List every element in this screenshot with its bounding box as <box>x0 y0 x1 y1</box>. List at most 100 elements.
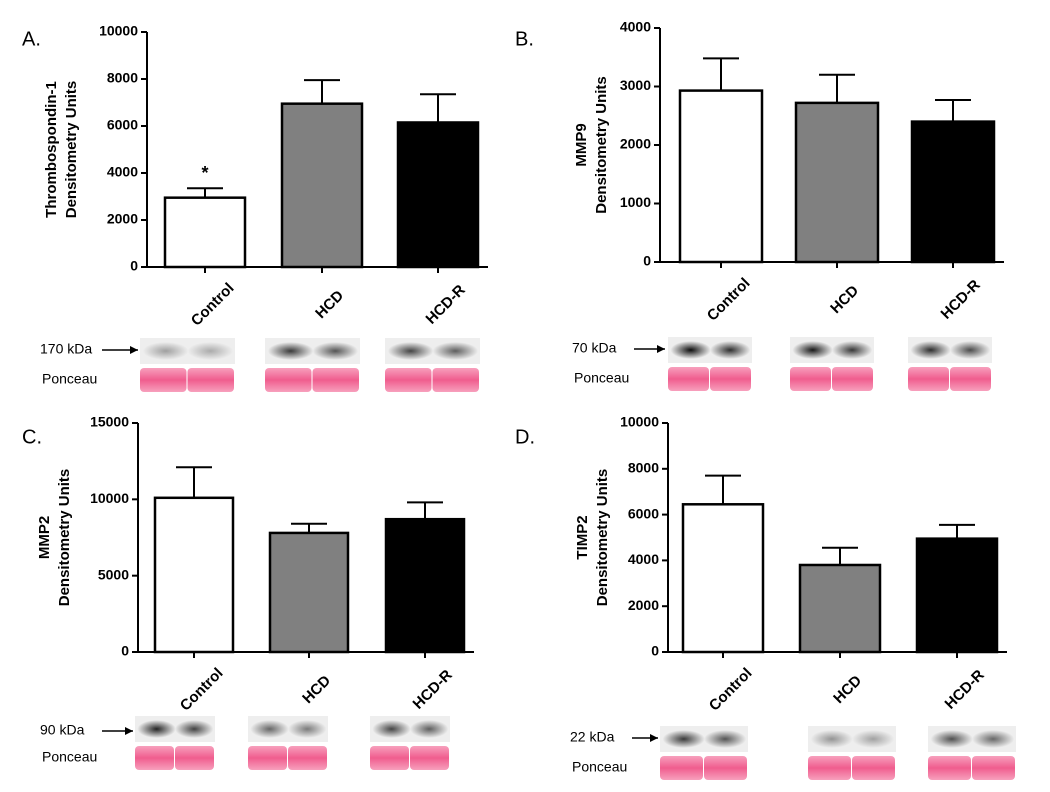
ponceau-lane <box>908 367 949 391</box>
bar <box>681 503 765 654</box>
blot-marker-label: 170 kDa <box>40 341 92 357</box>
blot-band <box>267 342 314 360</box>
blot-band <box>810 730 853 748</box>
ponceau-lane <box>370 746 409 770</box>
ponceau-lane <box>852 756 895 780</box>
ponceau-lane <box>312 368 359 392</box>
blot-arrowhead <box>125 727 133 735</box>
ponceau-lane <box>972 756 1015 780</box>
ponceau-lane <box>265 368 312 392</box>
bar <box>910 120 996 264</box>
y-tick-label: 15000 <box>90 414 129 430</box>
y-tick-label: 10000 <box>620 414 659 430</box>
panel-label: D. <box>515 426 535 448</box>
loading-label: Ponceau <box>42 749 97 765</box>
x-tick-label: Control <box>704 275 754 325</box>
blot-band <box>187 342 234 360</box>
blot-band <box>704 730 747 748</box>
y-tick-label: 10000 <box>90 490 129 506</box>
bar <box>915 537 999 654</box>
blot-band <box>137 720 176 738</box>
ponceau-lane <box>832 367 873 391</box>
blot-band <box>792 341 833 359</box>
x-tick-label: HCD <box>312 287 347 322</box>
blot-band <box>142 342 189 360</box>
ponceau-lane <box>710 367 751 391</box>
blot-band <box>710 341 751 359</box>
x-tick-label: Control <box>188 280 238 330</box>
panel-label: A. <box>22 28 41 50</box>
blot-band <box>432 342 479 360</box>
blot-band <box>930 730 973 748</box>
ponceau-lane <box>140 368 187 392</box>
blot-arrowhead <box>130 346 138 354</box>
y-tick-label: 8000 <box>628 460 659 476</box>
y-tick-label: 4000 <box>620 19 651 35</box>
x-tick-label: Control <box>706 665 756 715</box>
y-tick-label: 0 <box>651 643 659 659</box>
blot-band <box>250 720 289 738</box>
bar <box>163 196 247 269</box>
blot-band <box>387 342 434 360</box>
x-tick-label: HCD-R <box>410 666 456 712</box>
ponceau-lane <box>410 746 449 770</box>
ponceau-lane <box>385 368 432 392</box>
y-axis-label: MMP2 <box>36 516 53 559</box>
ponceau-lane <box>790 367 831 391</box>
significance-marker: * <box>201 163 208 183</box>
y-tick-label: 4000 <box>107 164 138 180</box>
ponceau-lane <box>928 756 971 780</box>
y-tick-label: 8000 <box>107 70 138 86</box>
bar <box>678 89 764 264</box>
blot-marker-label: 90 kDa <box>40 722 85 738</box>
blot-band <box>312 342 359 360</box>
x-tick-label: HCD-R <box>942 666 988 712</box>
bar <box>798 563 882 654</box>
ponceau-lane <box>187 368 234 392</box>
ponceau-lane <box>135 746 174 770</box>
blot-band <box>910 341 951 359</box>
blot-marker-label: 22 kDa <box>570 729 615 745</box>
blot-band <box>410 720 449 738</box>
y-axis-label: Densitometry Units <box>593 76 610 214</box>
y-axis-label: MMP9 <box>573 123 590 166</box>
x-tick-label: HCD-R <box>938 276 984 322</box>
loading-label: Ponceau <box>42 371 97 387</box>
bar <box>280 102 364 269</box>
loading-label: Ponceau <box>574 370 629 386</box>
ponceau-lane <box>248 746 287 770</box>
x-tick-label: HCD <box>299 672 334 707</box>
x-tick-label: Control <box>177 665 227 715</box>
loading-label: Ponceau <box>572 759 627 775</box>
ponceau-lane <box>950 367 991 391</box>
panel-label: B. <box>515 28 534 50</box>
blot-band <box>662 730 705 748</box>
panel-label: C. <box>22 426 42 448</box>
ponceau-lane <box>660 756 703 780</box>
y-axis-label: Densitometry Units <box>56 469 73 607</box>
x-tick-label: HCD-R <box>423 281 469 327</box>
y-tick-label: 0 <box>643 253 651 269</box>
y-tick-label: 6000 <box>107 117 138 133</box>
bar <box>384 517 466 654</box>
y-tick-label: 0 <box>130 258 138 274</box>
bar <box>153 496 235 654</box>
blot-arrowhead <box>657 345 665 353</box>
ponceau-lane <box>808 756 851 780</box>
y-axis-label: Densitometry Units <box>594 469 611 607</box>
blot-band <box>372 720 411 738</box>
ponceau-lane <box>668 367 709 391</box>
y-axis-label: Densitometry Units <box>63 81 80 219</box>
bar <box>268 531 350 654</box>
bar <box>396 121 480 269</box>
y-tick-label: 3000 <box>620 77 651 93</box>
y-axis-label: Thrombospondin-1 <box>43 81 60 218</box>
y-tick-label: 0 <box>121 643 129 659</box>
bar <box>794 101 880 264</box>
x-tick-label: HCD <box>830 672 865 707</box>
y-tick-label: 2000 <box>107 211 138 227</box>
y-tick-label: 5000 <box>98 566 129 582</box>
y-tick-label: 4000 <box>628 551 659 567</box>
blot-marker-label: 70 kDa <box>572 340 617 356</box>
